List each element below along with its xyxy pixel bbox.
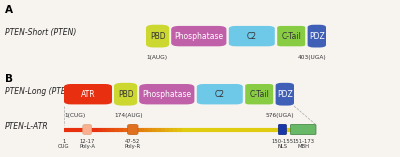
FancyBboxPatch shape [64, 84, 112, 104]
FancyBboxPatch shape [146, 25, 169, 47]
FancyBboxPatch shape [277, 26, 305, 46]
FancyBboxPatch shape [114, 83, 137, 106]
FancyBboxPatch shape [308, 25, 326, 47]
Text: 174(AUG): 174(AUG) [114, 113, 143, 118]
FancyBboxPatch shape [229, 26, 275, 46]
FancyBboxPatch shape [197, 84, 243, 104]
Text: PBD: PBD [150, 32, 166, 41]
FancyBboxPatch shape [171, 26, 226, 46]
Text: C-Tail: C-Tail [249, 90, 269, 99]
Text: Phosphatase: Phosphatase [142, 90, 191, 99]
Text: C2: C2 [247, 32, 257, 41]
Text: PTEN-Long (PTEN-L): PTEN-Long (PTEN-L) [5, 87, 81, 96]
Text: 403(UGA): 403(UGA) [297, 55, 326, 60]
Text: A: A [5, 5, 13, 15]
Text: ATR: ATR [81, 90, 95, 99]
Text: 1
CUG: 1 CUG [58, 139, 70, 149]
FancyBboxPatch shape [276, 83, 294, 106]
Text: C-Tail: C-Tail [281, 32, 301, 41]
Text: Phosphatase: Phosphatase [174, 32, 223, 41]
FancyBboxPatch shape [290, 124, 316, 135]
Text: 576(UGA): 576(UGA) [265, 113, 294, 118]
FancyBboxPatch shape [139, 84, 194, 104]
FancyBboxPatch shape [278, 124, 286, 135]
Text: 47-52
Poly-R: 47-52 Poly-R [125, 139, 141, 149]
Text: C2: C2 [215, 90, 225, 99]
Text: PDZ: PDZ [309, 32, 325, 41]
Text: B: B [5, 74, 13, 84]
FancyBboxPatch shape [83, 124, 92, 135]
Text: 1(AUG): 1(AUG) [146, 55, 167, 60]
Text: PTEN-L-ATR: PTEN-L-ATR [5, 122, 48, 131]
Text: 151-173
MBH: 151-173 MBH [292, 139, 314, 149]
Text: PTEN-Short (PTEN): PTEN-Short (PTEN) [5, 28, 76, 38]
Text: 1(CUG): 1(CUG) [64, 113, 85, 118]
Text: 12-17
Poly-A: 12-17 Poly-A [79, 139, 95, 149]
Text: PBD: PBD [118, 90, 134, 99]
Text: 150-155
NLS: 150-155 NLS [271, 139, 294, 149]
FancyBboxPatch shape [245, 84, 273, 104]
FancyBboxPatch shape [128, 124, 138, 135]
Text: PDZ: PDZ [277, 90, 293, 99]
